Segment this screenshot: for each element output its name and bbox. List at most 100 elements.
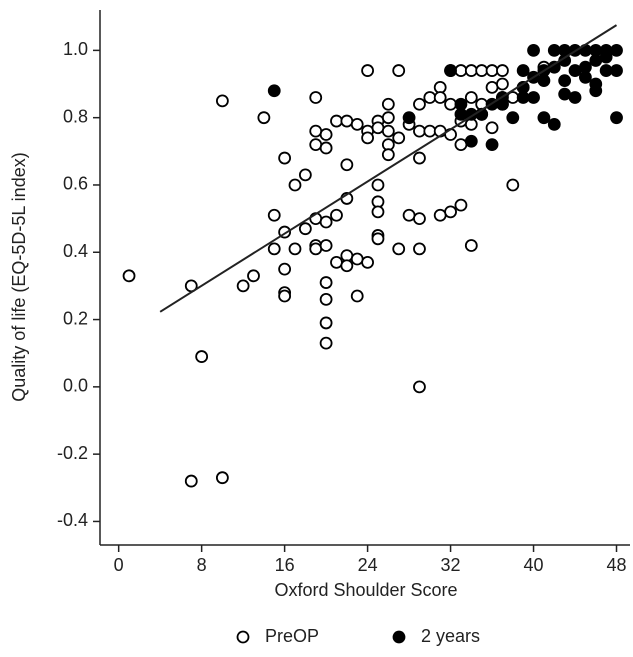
data-point <box>444 97 457 111</box>
y-tick-label: -0.2 <box>57 443 88 463</box>
data-point <box>537 74 551 88</box>
data-point <box>340 158 354 172</box>
x-tick-label: 40 <box>524 555 544 575</box>
data-point <box>309 91 323 104</box>
data-point <box>485 64 499 77</box>
x-axis-label: Oxford Shoulder Score <box>274 580 457 600</box>
trend-line <box>159 24 618 313</box>
data-point <box>319 239 333 252</box>
data-point <box>319 215 333 229</box>
data-point <box>236 279 250 293</box>
data-point <box>413 212 426 226</box>
data-point <box>278 289 292 303</box>
legend-marker <box>236 630 250 644</box>
data-point <box>558 74 572 88</box>
data-point <box>464 239 478 252</box>
data-point <box>267 84 281 98</box>
data-point <box>309 242 323 256</box>
data-point <box>371 232 385 246</box>
data-point <box>350 289 364 303</box>
data-point <box>413 380 426 394</box>
y-tick-label: 1.0 <box>63 39 88 59</box>
y-tick-label: -0.4 <box>57 510 88 530</box>
data-point <box>496 64 509 77</box>
x-tick-label: 0 <box>114 555 124 575</box>
data-point <box>309 138 323 151</box>
legend-marker <box>392 630 406 644</box>
legend-label: PreOP <box>265 626 319 646</box>
data-point <box>454 138 468 151</box>
data-point <box>464 134 478 148</box>
data-point <box>402 208 416 222</box>
data-point <box>413 151 426 165</box>
data-point <box>485 80 499 94</box>
y-tick-label: 0.2 <box>63 308 88 328</box>
data-point <box>599 64 613 77</box>
data-point <box>371 121 385 135</box>
data-point <box>610 64 623 77</box>
data-point <box>537 111 551 125</box>
data-point <box>464 64 478 77</box>
data-point <box>267 208 281 222</box>
data-point <box>215 471 229 485</box>
data-point <box>402 111 416 125</box>
data-point <box>319 141 333 155</box>
data-point <box>392 64 406 77</box>
data-point <box>589 54 603 67</box>
y-axis-label: Quality of life (EQ-5D-5L index) <box>9 152 29 401</box>
y-tick-label: 0.8 <box>63 106 88 126</box>
y-tick-label: 0.0 <box>63 376 88 396</box>
data-point <box>496 77 509 91</box>
data-point <box>278 151 292 165</box>
x-tick-label: 48 <box>607 555 627 575</box>
data-point <box>433 208 447 222</box>
data-point <box>330 255 343 269</box>
data-point <box>610 111 623 125</box>
data-point <box>413 242 426 256</box>
data-point <box>444 64 457 77</box>
data-point <box>350 118 364 131</box>
data-point <box>247 269 260 283</box>
data-point <box>547 118 561 131</box>
data-point <box>361 131 374 145</box>
data-point <box>381 148 395 162</box>
x-tick-label: 32 <box>441 555 461 575</box>
data-point <box>381 111 395 125</box>
data-point <box>278 262 292 276</box>
data-point <box>568 64 582 77</box>
data-point <box>361 64 374 77</box>
data-point <box>381 97 395 111</box>
data-point <box>599 50 613 64</box>
data-point <box>579 70 592 84</box>
y-tick-label: 0.4 <box>63 241 88 261</box>
data-point <box>298 222 312 236</box>
data-point <box>330 208 343 222</box>
data-point <box>371 205 385 219</box>
data-point <box>288 178 302 192</box>
data-point <box>610 43 623 57</box>
data-point <box>558 87 572 101</box>
data-point <box>392 242 406 256</box>
data-point <box>454 64 468 77</box>
data-point <box>392 131 406 145</box>
data-point <box>433 91 447 104</box>
data-point <box>319 276 333 289</box>
data-point <box>444 205 457 219</box>
data-point <box>413 124 426 138</box>
data-point <box>350 252 364 266</box>
data-point <box>516 64 530 77</box>
data-point <box>381 124 395 138</box>
data-point <box>319 336 333 350</box>
data-point <box>454 198 468 212</box>
data-point <box>454 107 468 121</box>
data-point <box>547 43 561 57</box>
data-point <box>319 292 333 306</box>
data-point <box>319 128 333 141</box>
x-tick-label: 8 <box>197 555 207 575</box>
x-tick-label: 16 <box>275 555 295 575</box>
legend-label: 2 years <box>421 626 480 646</box>
data-point <box>589 84 603 98</box>
x-tick-label: 24 <box>358 555 378 575</box>
